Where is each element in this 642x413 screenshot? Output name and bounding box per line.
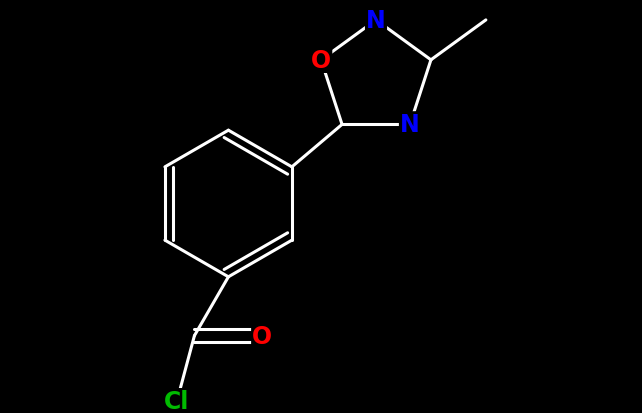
Text: N: N — [400, 113, 420, 137]
Text: O: O — [311, 49, 331, 73]
Text: N: N — [366, 9, 386, 33]
Text: Cl: Cl — [164, 389, 189, 413]
Text: O: O — [252, 324, 272, 348]
